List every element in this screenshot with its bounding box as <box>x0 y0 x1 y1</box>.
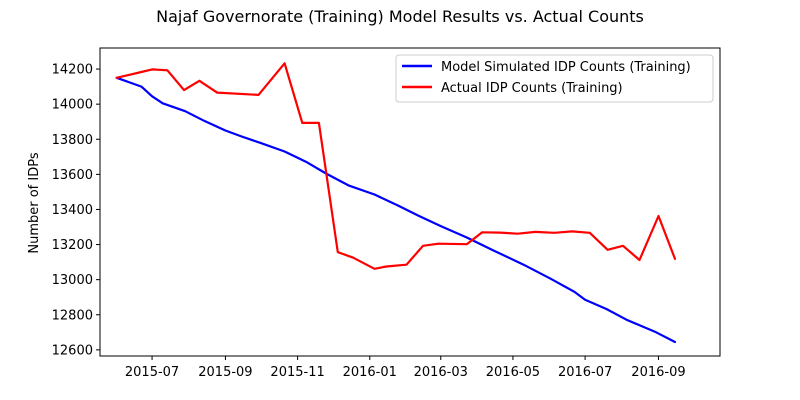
y-tick-label: 13200 <box>52 238 93 253</box>
y-tick-label: 13800 <box>52 133 93 148</box>
y-axis-label: Number of IDPs <box>27 152 42 253</box>
x-tick-label: 2016-05 <box>486 365 540 380</box>
x-tick-label: 2016-03 <box>414 365 468 380</box>
legend-label-actual: Actual IDP Counts (Training) <box>441 81 623 96</box>
series-line-actual <box>115 62 677 270</box>
y-tick-label: 13000 <box>52 273 93 288</box>
legend-box <box>395 54 714 103</box>
y-tick-label: 14000 <box>52 98 93 113</box>
x-tick-label: 2016-09 <box>631 365 685 380</box>
y-tick-label: 12600 <box>52 343 93 358</box>
plot-frame <box>99 47 721 357</box>
y-tick-label: 12800 <box>52 308 93 323</box>
x-tick-label: 2015-09 <box>198 365 252 380</box>
axis-ticks: 12600 12800 13000 13200 13400 13600 13800 14000… <box>52 63 686 380</box>
y-tick-label: 14200 <box>52 63 93 78</box>
x-tick-label: 2016-07 <box>558 365 612 380</box>
x-tick-label: 2015-11 <box>270 365 324 380</box>
legend: Model Simulated IDP Counts (Training) Ac… <box>395 54 714 103</box>
legend-label-model: Model Simulated IDP Counts (Training) <box>441 60 691 75</box>
y-tick-label: 13400 <box>52 203 93 218</box>
plot-area <box>115 62 677 344</box>
chart-title: Najaf Governorate (Training) Model Resul… <box>156 7 644 26</box>
x-tick-label: 2015-07 <box>125 365 179 380</box>
series-line-model <box>115 76 677 344</box>
y-tick-label: 13600 <box>52 168 93 183</box>
x-tick-label: 2016-01 <box>343 365 397 380</box>
